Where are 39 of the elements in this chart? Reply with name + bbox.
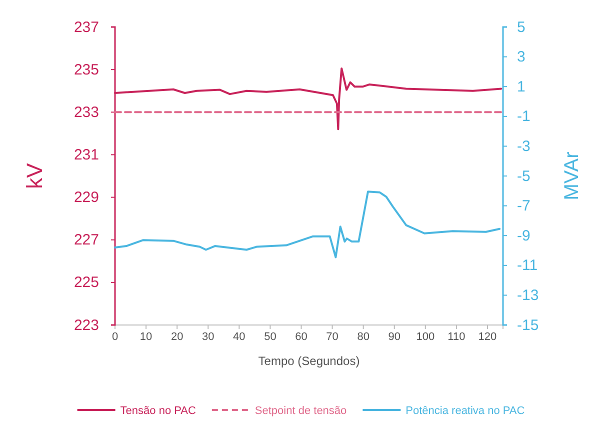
y-tick-label: 223: [74, 316, 99, 334]
y-tick-label: 225: [74, 274, 99, 292]
x-tick-label: 120: [478, 330, 497, 343]
y-tick-label: 235: [74, 61, 99, 78]
legend-label: Potência reativa no PAC: [406, 405, 525, 417]
legend-label: Tensão no PAC: [120, 405, 196, 417]
y-tick-label: 237: [74, 18, 99, 36]
x-tick-label: 50: [264, 330, 276, 343]
x-tick-label: 10: [140, 330, 152, 343]
x-tick-label: 90: [388, 330, 400, 343]
y2-tick-label: -15: [517, 316, 539, 334]
x-tick-label: 0: [112, 330, 118, 343]
x-tick-label: 110: [448, 330, 466, 343]
legend-label: Setpoint de tensão: [254, 405, 347, 417]
x-axis-title: Tempo (Segundos): [258, 354, 360, 368]
y-axis-title: kV: [22, 162, 47, 189]
x-tick-label: 40: [233, 330, 246, 343]
x-tick-label: 30: [202, 330, 214, 343]
y-tick-label: 229: [74, 189, 99, 206]
y2-tick-label: 1: [517, 78, 526, 96]
y2-tick-label: -11: [517, 257, 538, 274]
y2-tick-label: -5: [517, 168, 530, 185]
y-tick-label: 227: [74, 232, 99, 249]
line-series: [114, 190, 501, 258]
x-tick-label: 20: [170, 330, 184, 343]
x-tick-label: 60: [295, 330, 308, 343]
x-tick-label: 80: [357, 330, 370, 343]
y-tick-label: 233: [74, 104, 99, 121]
x-tick-label: 100: [416, 330, 435, 343]
y2-tick-label: 5: [517, 18, 526, 36]
y2-axis-title: MVAr: [561, 151, 583, 200]
y2-tick-label: -13: [517, 287, 539, 304]
y2-tick-label: -1: [517, 108, 530, 126]
y2-tick-label: -9: [517, 227, 530, 244]
y-tick-label: 231: [74, 146, 99, 164]
y2-tick-label: -3: [517, 138, 530, 155]
y2-tick-label: 3: [517, 48, 526, 66]
y2-tick-label: -7: [517, 198, 530, 215]
x-tick-label: 70: [326, 330, 338, 343]
